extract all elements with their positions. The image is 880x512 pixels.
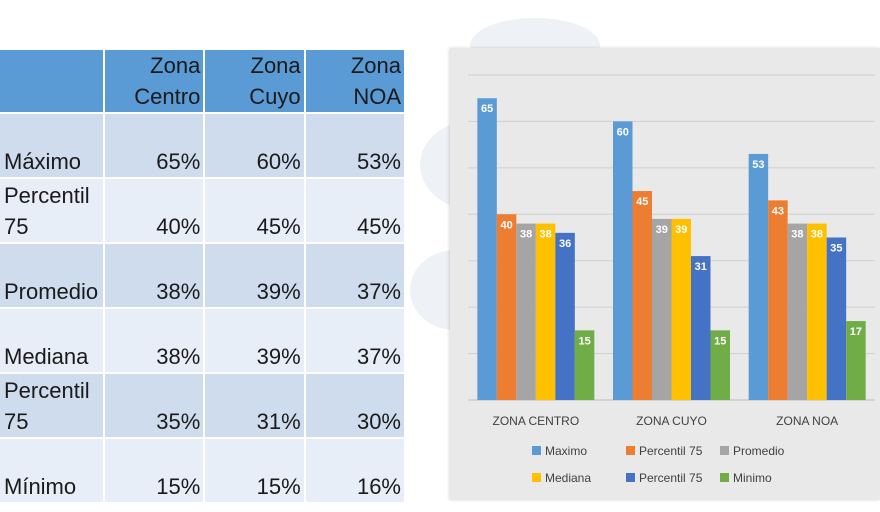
table-cell: 38% [104,308,206,374]
table-cell: 37% [304,308,407,374]
bar [826,237,847,400]
row-label: Percentil 75 [0,178,105,244]
data-label: 43 [772,205,784,217]
bar [768,200,788,400]
data-label: 60 [617,126,629,138]
data-label: 65 [481,103,493,115]
legend-label: Percentil 75 [639,444,703,458]
legend-swatch [532,473,541,482]
bar [535,223,556,400]
bar [632,191,652,400]
table-cell: 16% [304,438,407,504]
table-cell: 15% [204,438,306,504]
data-label: 17 [850,326,862,338]
bar [516,223,536,400]
data-label: 38 [539,229,551,241]
legend-label: Minimo [733,471,772,485]
table-row: Promedio 38% 39% 37% [0,243,407,309]
table-row: Mínimo 15% 15% 16% [0,438,407,504]
legend-swatch [626,473,635,482]
data-label: 38 [791,229,803,241]
table-row: Mediana 38% 39% 37% [0,308,407,374]
table-cell: 40% [104,178,206,244]
row-label: Mínimo [0,438,105,504]
bar [574,330,595,400]
table-cell: 37% [304,243,407,309]
table-cell: 15% [104,438,206,504]
table-cell: 39% [204,243,306,309]
data-label: 31 [695,261,707,273]
header-cell: Zona Cuyo [204,50,306,114]
table-header-row: Zona Centro Zona Cuyo Zona NOA [0,50,407,114]
legend-swatch [720,446,729,455]
data-label: 38 [811,229,823,241]
bar [807,223,827,400]
legend-swatch [720,473,729,482]
bar [555,232,575,400]
bar [787,223,808,400]
data-label: 15 [714,335,726,347]
data-label: 36 [559,238,571,250]
table-cell: 35% [104,373,206,439]
table-cell: 60% [204,113,306,179]
bar [652,218,672,400]
x-tick-label: ZONA CUYO [636,414,707,428]
bar [846,321,866,400]
bar [496,214,517,400]
bar-chart-svg: 65 40 38 38 36 15 ZONA CENTRO 60 45 39 39 31 15 ZONA … [468,74,875,485]
table-row: Percentil 75 35% 31% 30% [0,373,407,439]
legend-swatch [626,446,635,455]
table-cell: 45% [304,178,407,244]
header-cell: Zona NOA [304,50,407,114]
bar-chart: 65 40 38 38 36 15 ZONA CENTRO 60 45 39 39 31 15 ZONA … [450,48,880,500]
table-cell: 31% [204,373,306,439]
table-cell: 30% [304,373,407,439]
data-label: 39 [675,224,687,236]
data-label: 35 [830,243,842,255]
bar [477,98,497,400]
table-cell: 38% [104,243,206,309]
bar [613,121,633,400]
legend-swatch [532,446,541,455]
header-cell [0,50,105,114]
legend-label: Percentil 75 [639,471,703,485]
data-label: 40 [500,219,512,231]
data-label: 39 [656,224,668,236]
row-label: Máximo [0,113,105,179]
data-table: Zona Centro Zona Cuyo Zona NOA Máximo 65% 6… [0,50,407,504]
row-label: Mediana [0,308,105,374]
data-label: 53 [752,159,764,171]
legend-label: Mediana [545,471,591,485]
bar [671,218,691,400]
row-label: Percentil 75 [0,373,105,439]
table-row: Máximo 65% 60% 53% [0,113,407,179]
table-cell: 45% [204,178,306,244]
table-cell: 39% [204,308,306,374]
row-label: Promedio [0,243,105,309]
bar [691,256,711,400]
x-tick-label: ZONA CENTRO [492,414,579,428]
bar [710,330,730,400]
legend-label: Promedio [733,444,785,458]
data-label: 38 [520,229,532,241]
header-cell: Zona Centro [104,50,206,114]
data-label: 45 [636,196,648,208]
table-row: Percentil 75 40% 45% 45% [0,178,407,244]
legend-label: Maximo [545,444,587,458]
x-tick-label: ZONA NOA [776,414,838,428]
table-cell: 65% [104,113,206,179]
data-label: 15 [578,335,590,347]
bar [748,153,769,400]
table-cell: 53% [304,113,407,179]
